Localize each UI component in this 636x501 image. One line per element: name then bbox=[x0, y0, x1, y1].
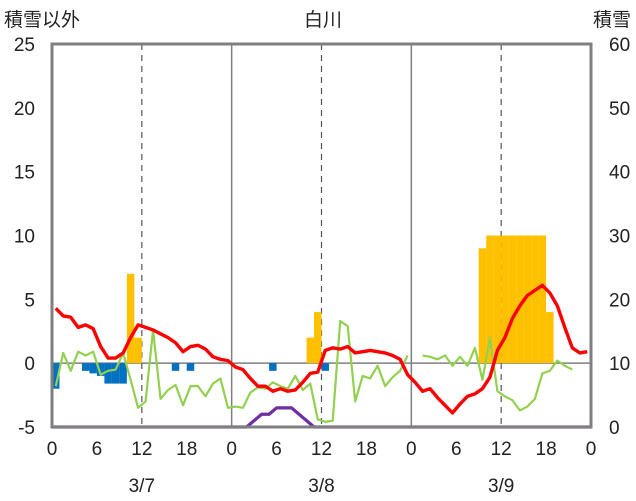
date-label: 3/7 bbox=[129, 476, 155, 497]
chart-title: 白川 bbox=[304, 9, 342, 31]
right-tick-label: 0 bbox=[609, 418, 620, 439]
negative-bar bbox=[96, 363, 105, 376]
left-tick-label: 0 bbox=[24, 354, 35, 375]
negative-bar bbox=[269, 363, 277, 371]
negative-bar bbox=[104, 363, 112, 384]
sunshine-line bbox=[422, 336, 573, 412]
left-axis-label: 積雪以外 bbox=[4, 9, 80, 31]
precipitation-bar bbox=[486, 235, 494, 364]
right-tick-label: 20 bbox=[609, 290, 630, 311]
precipitation-bar bbox=[478, 248, 487, 364]
temperature-line bbox=[54, 283, 588, 415]
left-tick-label: -5 bbox=[18, 418, 35, 439]
x-tick-label: 12 bbox=[311, 439, 332, 460]
bars-layer bbox=[52, 235, 554, 389]
precipitation-bar bbox=[134, 337, 142, 364]
right-tick-label: 30 bbox=[609, 227, 630, 248]
left-tick-label: 15 bbox=[14, 163, 35, 184]
x-tick-label: 12 bbox=[131, 439, 152, 460]
precipitation-bar bbox=[546, 312, 554, 364]
negative-bar bbox=[81, 363, 90, 371]
negative-bar bbox=[186, 363, 195, 371]
right-tick-label: 60 bbox=[609, 35, 630, 56]
x-tick-label: 12 bbox=[491, 439, 512, 460]
plot-frame bbox=[50, 42, 593, 429]
left-tick-label: 25 bbox=[14, 35, 35, 56]
precipitation-bar bbox=[501, 235, 509, 364]
negative-bar bbox=[171, 363, 180, 371]
x-tick-label: 0 bbox=[586, 439, 597, 460]
x-tick-label: 0 bbox=[47, 439, 58, 460]
right-tick-label: 10 bbox=[609, 354, 630, 375]
right-axis-label: 積雪 bbox=[593, 9, 631, 31]
lines-layer bbox=[52, 283, 591, 429]
right-tick-label: 50 bbox=[609, 99, 630, 120]
precipitation-bar bbox=[538, 235, 547, 364]
negative-bar bbox=[119, 363, 127, 384]
negative-bar bbox=[111, 363, 120, 384]
x-tick-label: 18 bbox=[536, 439, 557, 460]
precipitation-bar bbox=[493, 235, 502, 364]
left-tick-label: 5 bbox=[24, 290, 35, 311]
precipitation-bar bbox=[523, 235, 532, 364]
x-tick-label: 18 bbox=[176, 439, 197, 460]
precipitation-bar bbox=[516, 235, 524, 364]
x-tick-label: 6 bbox=[92, 439, 103, 460]
precipitation-bar bbox=[314, 312, 322, 364]
x-tick-label: 0 bbox=[226, 439, 237, 460]
left-tick-label: 20 bbox=[14, 99, 35, 120]
x-tick-label: 0 bbox=[406, 439, 417, 460]
precipitation-bar bbox=[306, 337, 315, 364]
x-tick-label: 18 bbox=[356, 439, 377, 460]
date-label: 3/8 bbox=[308, 476, 334, 497]
precipitation-bar bbox=[531, 235, 539, 364]
date-label: 3/9 bbox=[488, 476, 514, 497]
precipitation-bar bbox=[126, 273, 135, 364]
x-tick-label: 6 bbox=[451, 439, 462, 460]
negative-bar bbox=[52, 363, 60, 389]
negative-bar bbox=[321, 363, 329, 371]
right-tick-label: 40 bbox=[609, 163, 630, 184]
negative-bar bbox=[89, 363, 97, 374]
sunshine-line bbox=[54, 319, 409, 423]
left-tick-label: 10 bbox=[14, 227, 35, 248]
precipitation-bar bbox=[508, 235, 517, 364]
x-tick-label: 6 bbox=[271, 439, 282, 460]
